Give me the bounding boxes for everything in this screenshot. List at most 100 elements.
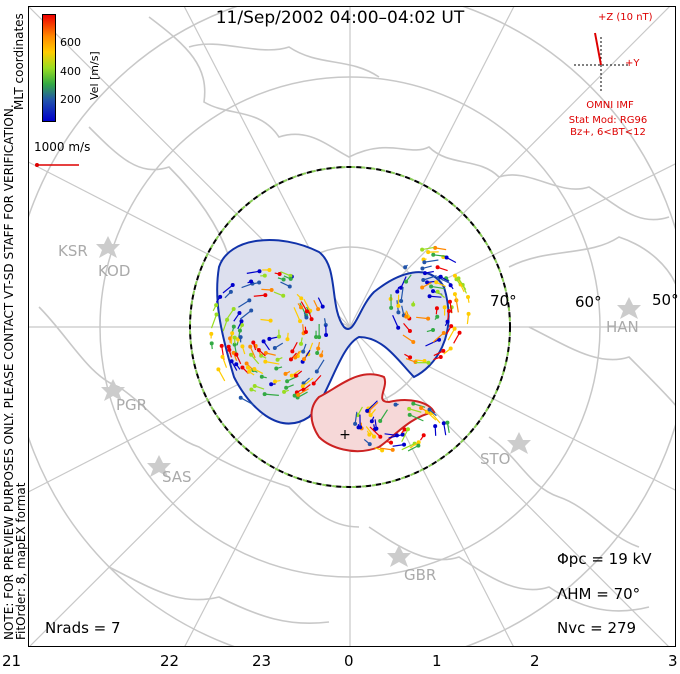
radar-marker-han	[617, 297, 641, 319]
vector-line	[237, 321, 243, 330]
vector-line	[453, 332, 461, 344]
vector-line	[366, 430, 370, 435]
vector-line	[422, 265, 432, 270]
mlt-tick-23: 23	[252, 652, 272, 670]
vector-line	[430, 412, 441, 424]
potential-min-marker: +	[339, 427, 351, 443]
map-title: 11/Sep/2002 04:00–04:02 UT	[215, 8, 465, 28]
vector-line	[274, 342, 284, 349]
vector-line	[313, 374, 322, 384]
vector-line	[260, 355, 267, 359]
vector-line	[320, 350, 324, 356]
vector-line	[241, 346, 246, 355]
vector-line	[370, 408, 376, 416]
vector-line	[291, 369, 300, 377]
vector-line	[401, 443, 415, 451]
vector-line	[447, 328, 456, 341]
vector-line	[317, 342, 321, 349]
vector-line	[221, 356, 228, 368]
vector-line	[323, 318, 327, 326]
vector-line	[303, 355, 307, 360]
vector-line	[265, 361, 280, 365]
vector-dot	[252, 383, 257, 388]
vector-line	[260, 318, 271, 322]
vector-line	[231, 360, 238, 371]
vector-line	[423, 258, 427, 261]
vector-line	[440, 276, 450, 283]
vector-line	[212, 304, 217, 312]
vector-line	[285, 370, 291, 375]
vector-line	[239, 310, 252, 320]
vector-line	[261, 376, 267, 379]
vector-line	[445, 277, 450, 282]
vector-line	[280, 281, 291, 288]
vector-line	[302, 324, 305, 334]
radar-label-han: HAN	[606, 318, 639, 336]
vector-line	[429, 409, 437, 417]
vector-dot	[268, 318, 273, 323]
vector-line	[317, 297, 324, 307]
vector-line	[433, 356, 441, 361]
vector-line	[432, 332, 445, 343]
vector-line	[444, 321, 449, 327]
vector-line	[405, 357, 416, 363]
velocity-vectors	[209, 245, 471, 453]
vector-line	[435, 247, 447, 251]
vector-line	[222, 284, 234, 294]
imf-source: OMNI IMF	[586, 100, 634, 111]
vector-line	[303, 384, 311, 391]
vector-line	[258, 349, 266, 357]
vector-line	[250, 354, 260, 365]
radar-label-sto: STO	[480, 450, 511, 468]
imf-dial	[574, 37, 629, 92]
vector-line	[447, 311, 450, 320]
stat-phi-pc: Φpc = 19 kV	[557, 550, 652, 568]
stat-lambda-hm: ΛHM = 70°	[557, 585, 641, 603]
colorbar-tick-200: 200	[60, 93, 81, 106]
imf-model: Stat Mod: RG96	[568, 115, 648, 126]
vector-line	[379, 409, 389, 422]
mlt-tick-1: 1	[432, 652, 442, 670]
vector-line	[460, 284, 465, 293]
vector-line	[457, 278, 467, 290]
vector-line	[263, 340, 270, 351]
vector-line	[295, 370, 303, 377]
vector-line	[434, 426, 437, 436]
vector-line	[300, 337, 303, 344]
vector-line	[438, 277, 452, 285]
vector-line	[427, 280, 436, 283]
vector-line	[433, 254, 447, 257]
vector-line	[365, 426, 375, 437]
vector-line	[280, 271, 291, 277]
vector-line	[423, 275, 437, 281]
radar-label-pgr: PGR	[116, 396, 148, 414]
vector-line	[446, 422, 450, 433]
vector-dot	[262, 273, 267, 278]
vector-line	[404, 353, 411, 358]
vector-line	[240, 397, 255, 406]
imf-condition: Bz+, 6<BT<12	[570, 127, 646, 138]
radar-label-kod: KOD	[98, 262, 131, 280]
vector-line	[238, 299, 250, 308]
vector-line	[416, 316, 429, 320]
vector-line	[405, 274, 412, 283]
vector-line	[363, 438, 371, 445]
vector-line	[294, 350, 300, 358]
reference-vector-dot	[35, 163, 39, 167]
vector-line	[253, 294, 266, 297]
vector-line	[401, 429, 406, 434]
vector-line	[455, 278, 461, 285]
stat-n-vc: Nvc = 279	[557, 619, 637, 637]
vector-line	[303, 298, 311, 312]
vector-line	[408, 408, 422, 413]
vector-line	[303, 377, 310, 384]
map-frame: +	[28, 6, 676, 647]
vector-line	[425, 339, 440, 347]
radar-markers	[96, 236, 641, 567]
vector-line	[285, 384, 294, 389]
vector-line	[446, 325, 452, 335]
vector-line	[316, 359, 325, 372]
vector-line	[387, 441, 392, 444]
vector-dot	[269, 288, 274, 293]
colorbar-tick-600: 600	[60, 36, 81, 49]
